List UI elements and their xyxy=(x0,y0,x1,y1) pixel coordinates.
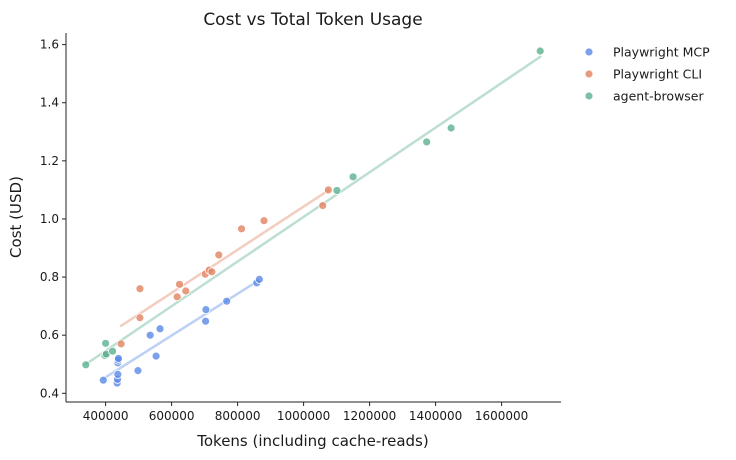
data-point xyxy=(101,338,110,348)
data-point xyxy=(446,123,456,133)
legend-label: agent-browser xyxy=(613,89,704,104)
y-tick-label: 0.6 xyxy=(40,328,59,342)
x-tick-label: 800000 xyxy=(215,409,261,423)
data-point xyxy=(135,313,145,323)
x-tick-label: 600000 xyxy=(149,409,195,423)
trend-line xyxy=(102,278,261,381)
axes: 400000 600000 800000 1000000 1200000 1400000 1… xyxy=(40,33,561,423)
data-point xyxy=(318,201,328,210)
data-point xyxy=(151,351,161,361)
x-tick-label: 400000 xyxy=(83,409,129,423)
trend-line xyxy=(119,189,330,328)
data-point xyxy=(133,366,143,376)
trend-lines xyxy=(84,55,542,381)
data-point xyxy=(135,284,145,294)
data-point xyxy=(222,296,232,306)
data-point xyxy=(81,360,91,370)
data-point xyxy=(181,286,191,296)
data-point xyxy=(201,316,210,326)
data-point xyxy=(145,330,155,340)
data-point xyxy=(155,324,165,334)
data-point xyxy=(259,216,269,226)
data-point xyxy=(113,369,123,379)
data-point xyxy=(114,354,123,363)
legend-label: Playwright CLI xyxy=(613,67,702,82)
data-points xyxy=(81,46,545,388)
data-point xyxy=(214,250,224,260)
data-point xyxy=(201,305,211,315)
data-point xyxy=(98,375,108,385)
legend: Playwright MCP Playwright CLI agent-browse… xyxy=(584,45,710,104)
x-axis-label: Tokens (including cache-reads) xyxy=(196,432,428,450)
y-tick-label: 1.4 xyxy=(40,96,59,110)
y-tick-label: 0.4 xyxy=(40,386,59,400)
y-tick-label: 1.6 xyxy=(40,38,59,52)
data-point xyxy=(175,279,184,289)
x-tick-label: 1000000 xyxy=(277,409,330,423)
data-point xyxy=(323,185,333,195)
y-tick-label: 0.8 xyxy=(40,270,59,284)
data-point xyxy=(172,292,182,302)
y-axis-label: Cost (USD) xyxy=(7,176,25,258)
data-point xyxy=(535,46,545,56)
x-tick-label: 1400000 xyxy=(409,409,462,423)
data-point xyxy=(254,274,264,284)
legend-marker xyxy=(584,47,594,57)
legend-marker xyxy=(584,91,594,101)
data-point xyxy=(332,186,342,195)
legend-marker xyxy=(584,69,594,79)
chart-title: Cost vs Total Token Usage xyxy=(203,10,422,30)
x-tick-label: 1600000 xyxy=(475,409,528,423)
data-point xyxy=(108,346,117,356)
data-point xyxy=(116,339,126,349)
legend-label: Playwright MCP xyxy=(613,45,710,60)
y-tick-label: 1.2 xyxy=(40,154,59,168)
data-point xyxy=(348,172,358,182)
data-point xyxy=(207,267,217,277)
data-point xyxy=(237,224,246,234)
data-point xyxy=(422,137,432,147)
trend-line xyxy=(84,55,542,366)
y-tick-label: 1.0 xyxy=(40,212,59,226)
x-tick-label: 1200000 xyxy=(343,409,396,423)
